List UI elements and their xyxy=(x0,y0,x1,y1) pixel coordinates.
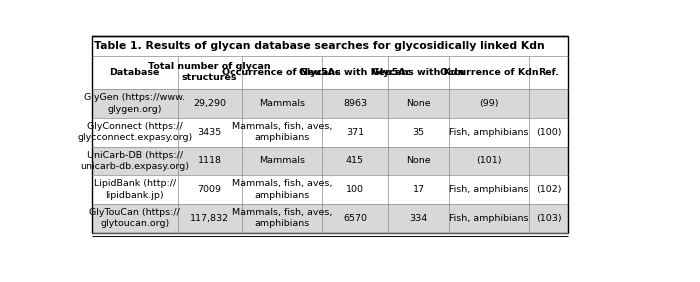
Text: Total number of glycan
structures: Total number of glycan structures xyxy=(148,62,271,82)
Text: Mammals: Mammals xyxy=(259,99,304,108)
Text: Glycans with Kdn: Glycans with Kdn xyxy=(372,68,465,77)
Text: 371: 371 xyxy=(346,128,364,137)
Bar xyxy=(92,175,568,204)
Text: Ref.: Ref. xyxy=(538,68,559,77)
Bar xyxy=(92,118,568,147)
Text: Glycans with Neu5Ac: Glycans with Neu5Ac xyxy=(299,68,411,77)
Text: (100): (100) xyxy=(536,128,561,137)
Text: Database: Database xyxy=(109,68,160,77)
Text: (101): (101) xyxy=(476,156,502,165)
Text: Fish, amphibians: Fish, amphibians xyxy=(449,128,528,137)
Text: UniCarb-DB (https://
unicarb-db.expasy.org): UniCarb-DB (https:// unicarb-db.expasy.o… xyxy=(80,151,189,171)
Text: 3435: 3435 xyxy=(197,128,222,137)
Text: Occurrence of Kdn: Occurrence of Kdn xyxy=(440,68,538,77)
Text: LipidBank (http://
lipidbank.jp): LipidBank (http:// lipidbank.jp) xyxy=(94,179,176,200)
Text: 7009: 7009 xyxy=(197,185,222,194)
Text: 1118: 1118 xyxy=(197,156,222,165)
Text: Mammals: Mammals xyxy=(259,156,304,165)
Text: Fish, amphibians: Fish, amphibians xyxy=(449,185,528,194)
Text: Mammals, fish, aves,
amphibians: Mammals, fish, aves, amphibians xyxy=(232,208,332,228)
Text: None: None xyxy=(406,99,430,108)
Text: Mammals, fish, aves,
amphibians: Mammals, fish, aves, amphibians xyxy=(232,122,332,142)
Text: 334: 334 xyxy=(410,214,428,223)
Text: None: None xyxy=(406,156,430,165)
Text: (102): (102) xyxy=(536,185,561,194)
Text: Mammals, fish, aves,
amphibians: Mammals, fish, aves, amphibians xyxy=(232,179,332,200)
Text: 17: 17 xyxy=(412,185,424,194)
Bar xyxy=(92,147,568,175)
Text: 100: 100 xyxy=(346,185,364,194)
Text: 6570: 6570 xyxy=(343,214,367,223)
Text: 415: 415 xyxy=(346,156,364,165)
Bar xyxy=(92,36,568,56)
Text: (99): (99) xyxy=(480,99,498,108)
Text: 35: 35 xyxy=(412,128,424,137)
Text: 8963: 8963 xyxy=(343,99,367,108)
Text: 117,832: 117,832 xyxy=(190,214,229,223)
Text: GlyConnect (https://
glycconnect.expasy.org): GlyConnect (https:// glycconnect.expasy.… xyxy=(77,122,193,142)
Text: Fish, amphibians: Fish, amphibians xyxy=(449,214,528,223)
Bar xyxy=(92,204,568,233)
Bar xyxy=(92,56,568,89)
Text: Table 1. Results of glycan database searches for glycosidically linked Kdn: Table 1. Results of glycan database sear… xyxy=(94,41,545,50)
Bar xyxy=(92,89,568,118)
Text: GlyGen (https://www.
glygen.org): GlyGen (https://www. glygen.org) xyxy=(84,94,186,114)
Bar xyxy=(92,36,568,233)
Text: GlyTouCan (https://
glytoucan.org): GlyTouCan (https:// glytoucan.org) xyxy=(90,208,180,228)
Text: (103): (103) xyxy=(536,214,561,223)
Text: 29,290: 29,290 xyxy=(193,99,226,108)
Text: Occurrence of Neu5Ac: Occurrence of Neu5Ac xyxy=(223,68,341,77)
